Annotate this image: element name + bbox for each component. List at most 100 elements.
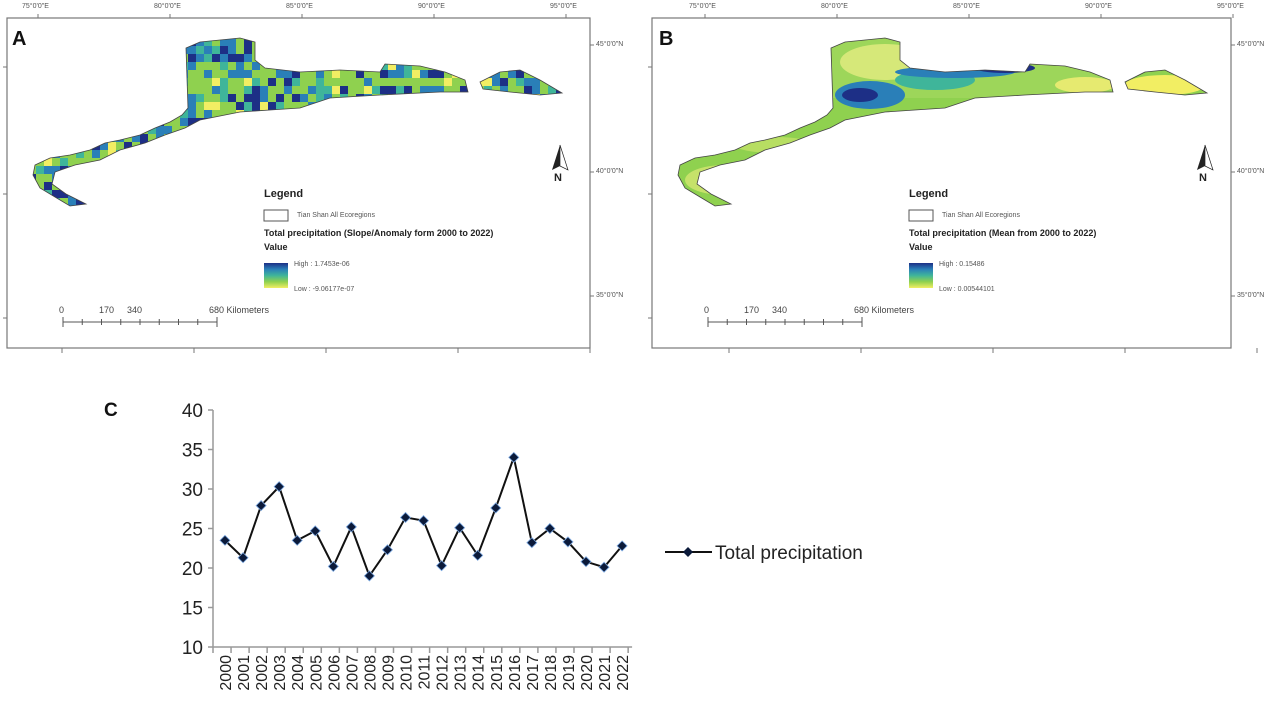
data-point-2021: [598, 561, 610, 573]
scale-label: 340: [772, 305, 788, 315]
layer-title: Total precipitation (Mean from 2000 to 2…: [909, 228, 1097, 238]
scale-bar: [707, 317, 863, 327]
x-tick-label: 2009: [380, 655, 397, 691]
x-tick-label: 2002: [254, 655, 271, 691]
x-tick-label: 2010: [399, 655, 416, 691]
ecoregion-boundary: [479, 69, 564, 96]
data-point-2003: [273, 481, 285, 493]
north-arrow-icon: [1197, 144, 1214, 171]
scale-label: 340: [127, 305, 143, 315]
scale-label: 680 Kilometers: [854, 305, 915, 315]
x-tick-label: 2017: [525, 655, 542, 691]
y-tick-label: 15: [182, 599, 203, 620]
value-label: Value: [264, 242, 288, 252]
lon-tick-label: 85°0'0"E: [286, 3, 313, 10]
north-arrow-icon: [552, 144, 569, 171]
x-tick-label: 2013: [453, 655, 470, 691]
data-point-2018: [544, 522, 556, 535]
panel-label: A: [12, 28, 27, 50]
lon-tick-label: 80°0'0"E: [154, 3, 181, 10]
lon-tick-label: 75°0'0"E: [22, 3, 49, 10]
data-point-2008: [363, 570, 375, 582]
data-point-2022: [616, 540, 628, 552]
map-frame: [651, 17, 1232, 349]
lon-tick-label: 90°0'0"E: [418, 3, 445, 10]
value-label: Value: [909, 242, 933, 252]
data-point-2012: [436, 560, 448, 572]
lon-tick-label: 80°0'0"E: [821, 3, 848, 10]
panel-label: B: [659, 28, 674, 50]
lon-tick-label: 95°0'0"E: [550, 3, 577, 10]
map-panel-b: 75°0'0"E 80°0'0"E 85°0'0"E 90°0'0"E 95°0'0"E…: [645, 0, 1280, 360]
x-tick-label: 2001: [236, 655, 253, 691]
scale-label: 0: [704, 305, 710, 315]
x-tick-label: 2011: [417, 655, 434, 690]
data-point-2009: [381, 544, 394, 556]
scale-label: 0: [59, 305, 65, 315]
y-tick-label: 35: [182, 441, 203, 462]
legend-low: Low : 0.00544101: [939, 286, 995, 293]
y-tick-label: 25: [182, 520, 203, 541]
x-tick-label: 2014: [471, 655, 488, 691]
map-canvas: [648, 14, 1258, 353]
legend-high: High : 0.15486: [939, 261, 985, 268]
lat-tick-label: 40°0'0"N: [596, 168, 624, 175]
data-point-2005: [309, 525, 321, 537]
data-point-2011: [417, 515, 430, 527]
data-point-2019: [562, 536, 574, 548]
ecoregion-boundary: [677, 37, 1114, 207]
data-point-2000: [219, 534, 231, 546]
x-tick-label: 2015: [489, 655, 506, 691]
legend-diamond-icon: [683, 547, 693, 557]
y-tick-label: 40: [182, 401, 203, 422]
layer-title: Total precipitation (Slope/Anomaly form …: [264, 228, 494, 238]
y-tick-label: 20: [182, 559, 203, 580]
scale-label: 170: [744, 305, 760, 315]
lon-tick-label: 75°0'0"E: [689, 3, 716, 10]
lat-tick-label: 45°0'0"N: [596, 41, 624, 48]
data-point-2020: [580, 556, 592, 568]
legend-title: Legend: [909, 188, 949, 200]
legend-low: Low : -9.06177e-07: [294, 286, 355, 293]
lat-tick-label: 35°0'0"N: [596, 292, 624, 299]
panel-label-c: C: [104, 400, 118, 421]
x-tick-label: 2022: [615, 655, 632, 691]
lat-tick-label: 40°0'0"N: [1237, 168, 1265, 175]
lon-tick-label: 95°0'0"E: [1217, 3, 1244, 10]
data-point-2001: [237, 552, 249, 564]
data-point-2017: [526, 537, 538, 549]
x-tick-label: 2016: [507, 655, 524, 691]
color-ramp: [909, 263, 933, 288]
scale-bar: [62, 317, 218, 327]
precipitation-raster: [33, 38, 562, 206]
x-tick-label: 2008: [362, 655, 379, 691]
legend-label: Total precipitation: [715, 543, 863, 564]
lon-tick-label: 90°0'0"E: [1085, 3, 1112, 10]
chart-axes: [212, 410, 633, 648]
map-frame: [6, 17, 591, 349]
data-point-2016: [508, 451, 520, 463]
x-tick-label: 2020: [579, 655, 596, 691]
data-point-2002: [255, 500, 267, 512]
data-point-2006: [327, 560, 339, 572]
north-label: N: [554, 172, 562, 184]
y-tick-label: 30: [182, 480, 203, 501]
boundary-label: Tian Shan All Ecoregions: [942, 212, 1020, 219]
map-panel-a: 75°0'0"E 80°0'0"E 85°0'0"E 90°0'0"E 95°0'0"E…: [0, 0, 640, 360]
data-point-2015: [490, 502, 502, 514]
data-point-2010: [399, 511, 412, 524]
x-tick-label: 2003: [272, 655, 289, 691]
precipitation-raster: [678, 38, 1207, 206]
x-tick-label: 2018: [543, 655, 560, 691]
x-tick-label: 2012: [435, 655, 452, 691]
data-point-2013: [454, 522, 466, 534]
north-label: N: [1199, 172, 1207, 184]
data-point-2007: [345, 521, 357, 533]
x-tick-label: 2006: [326, 655, 343, 691]
legend-title: Legend: [264, 188, 304, 200]
ecoregion-boundary: [1124, 69, 1209, 96]
x-tick-label: 2007: [344, 655, 361, 691]
lat-tick-label: 35°0'0"N: [1237, 292, 1265, 299]
x-tick-label: 2021: [597, 655, 614, 691]
